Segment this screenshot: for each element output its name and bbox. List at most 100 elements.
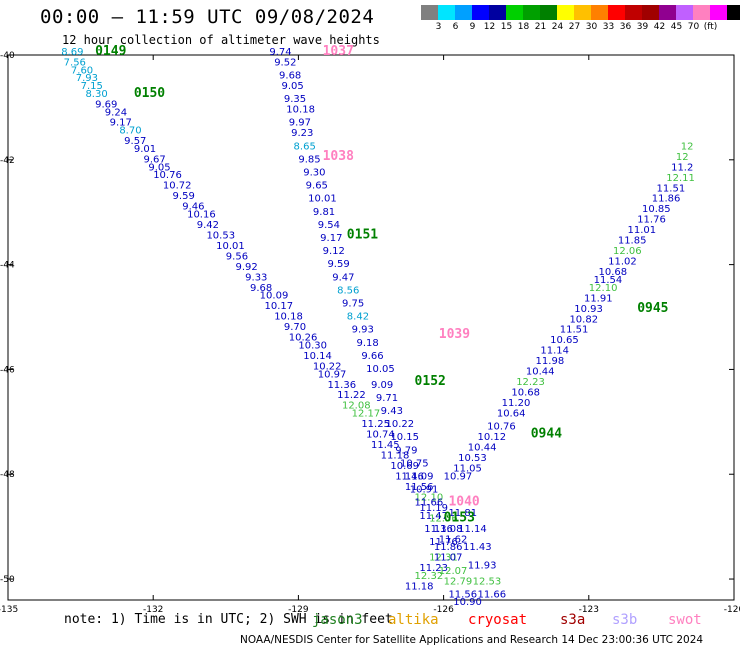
wave-height-value: 9.59	[173, 191, 195, 202]
wave-height-value: 11.56	[405, 482, 434, 493]
wave-height-value: 10.01	[308, 194, 337, 205]
map-note: note: 1) Time is in UTC; 2) SWH is in fe…	[64, 612, 393, 627]
scale-label: 15	[500, 22, 513, 32]
lon-tick-label: -123	[579, 605, 599, 615]
wave-height-value: 12.08	[342, 401, 371, 412]
wave-height-value: 9.97	[289, 118, 311, 129]
wave-height-value: 9.42	[197, 220, 219, 231]
legend-jason3: jason3	[312, 612, 363, 628]
wave-height-value: 9.24	[105, 107, 127, 118]
wave-height-value: 10.75	[400, 458, 429, 469]
wave-height-value: 10.72	[163, 181, 192, 192]
scale-swatch	[625, 5, 642, 20]
scale-label: 9	[469, 22, 476, 32]
wave-height-value: 10.90	[453, 597, 482, 608]
wave-height-value: 11.09	[405, 471, 434, 482]
wave-height-value: 9.52	[274, 57, 296, 68]
wave-height-value: 8.69	[61, 47, 83, 58]
scale-swatch	[676, 5, 693, 20]
pass-label: 0152	[415, 374, 446, 389]
wave-height-value: 10.68	[511, 388, 540, 399]
wave-height-value: 9.70	[284, 322, 306, 333]
wave-height-value: 9.92	[235, 262, 257, 273]
wave-height-value: 9.46	[182, 202, 204, 213]
wave-height-value: 11.20	[502, 398, 531, 409]
scale-swatch	[540, 5, 557, 20]
wave-height-value: 10.15	[390, 432, 419, 443]
scale-label: 33	[602, 22, 615, 32]
scale-swatch	[574, 5, 591, 20]
wave-height-value: 11.93	[468, 561, 497, 572]
wave-height-value: 12	[676, 152, 689, 163]
wave-height-value: 12.23	[516, 377, 545, 388]
wave-height-value: 11.14	[540, 346, 569, 357]
legend-cryosat: cryosat	[468, 612, 528, 628]
wave-height-value: 12	[681, 141, 694, 152]
wave-height-value: 12.32	[415, 571, 444, 582]
wave-height-value: 11.66	[415, 498, 444, 509]
wave-height-value: 10.76	[153, 170, 182, 181]
wave-height-value: 10.53	[458, 453, 487, 464]
map-title: 00:00 – 11:59 UTC 09/08/2024	[40, 6, 375, 28]
pass-label: 1037	[323, 44, 354, 59]
wave-height-value: 11.85	[618, 236, 647, 247]
wave-height-value: 12.79	[444, 576, 473, 587]
scale-swatch	[710, 5, 727, 20]
wave-height-values: 8.697.567.607.937.158.309.699.249.178.70…	[61, 47, 695, 608]
scale-swatch	[591, 5, 608, 20]
wave-height-value: 9.65	[306, 181, 328, 192]
wave-height-value: 11.76	[429, 537, 458, 548]
lon-tick-label: -126	[433, 605, 454, 615]
scale-label: 45	[670, 22, 683, 32]
lon-tick-label: -129	[288, 605, 309, 615]
wave-height-value: 10.65	[550, 335, 579, 346]
wave-height-value: 10.91	[410, 485, 439, 496]
wave-height-value: 9.57	[124, 136, 146, 147]
pass-label: 0945	[637, 301, 668, 316]
wave-height-value: 9.17	[110, 118, 132, 129]
wave-height-value: 7.15	[81, 81, 103, 92]
legend-s3b: s3b	[612, 612, 638, 628]
wave-height-value: 9.05	[281, 81, 303, 92]
wave-height-value: 11.66	[477, 589, 506, 600]
wave-height-value: 11.98	[536, 356, 565, 367]
wave-height-value: 11.22	[337, 390, 366, 401]
wave-height-value: 11.51	[560, 325, 589, 336]
wave-height-value: 9.66	[361, 351, 383, 362]
scale-swatch	[421, 5, 438, 20]
wave-height-value: 10.17	[265, 301, 294, 312]
wave-height-value: 11.25	[361, 419, 390, 430]
wave-height-value: 10.69	[390, 461, 419, 472]
map-subtitle: 12 hour collection of altimeter wave hei…	[62, 33, 380, 47]
scale-label: 12	[483, 22, 496, 32]
wave-height-value: 11.43	[463, 542, 492, 553]
scale-label: 3	[435, 22, 442, 32]
wave-height-value: 11.18	[405, 582, 434, 593]
lat-tick-label: -48	[0, 470, 15, 480]
wave-height-value: 10.12	[477, 432, 506, 443]
wave-height-value: 11.54	[594, 275, 623, 286]
wave-height-value: 9.12	[323, 246, 345, 257]
wave-height-value: 12.10	[415, 492, 444, 503]
wave-height-value: 9.35	[284, 94, 306, 105]
wave-height-value: 10.85	[642, 204, 671, 215]
wave-height-value: 7.60	[71, 65, 93, 76]
wave-height-value: 9.67	[144, 154, 166, 165]
wave-height-value: 8.42	[347, 312, 369, 323]
wave-height-value: 9.09	[371, 380, 393, 391]
wave-height-value: 8.65	[294, 141, 316, 152]
wave-height-value: 10.22	[386, 419, 415, 430]
scale-label: 42	[653, 22, 666, 32]
pass-label: 0153	[444, 510, 475, 525]
wave-height-value: 10.44	[468, 443, 497, 454]
wave-height-value: 9.85	[298, 154, 320, 165]
wave-height-value: 12.36	[429, 513, 458, 524]
wave-height-value: 12.06	[613, 246, 642, 257]
wave-height-value: 10.93	[574, 304, 603, 315]
wave-height-value: 11.05	[453, 464, 482, 475]
map-footer: NOAA/NESDIS Center for Satellite Applica…	[240, 634, 704, 646]
wave-height-value: 7.93	[76, 73, 98, 84]
legend-altika: altika	[388, 612, 439, 628]
wave-height-value: 11.02	[608, 257, 637, 268]
